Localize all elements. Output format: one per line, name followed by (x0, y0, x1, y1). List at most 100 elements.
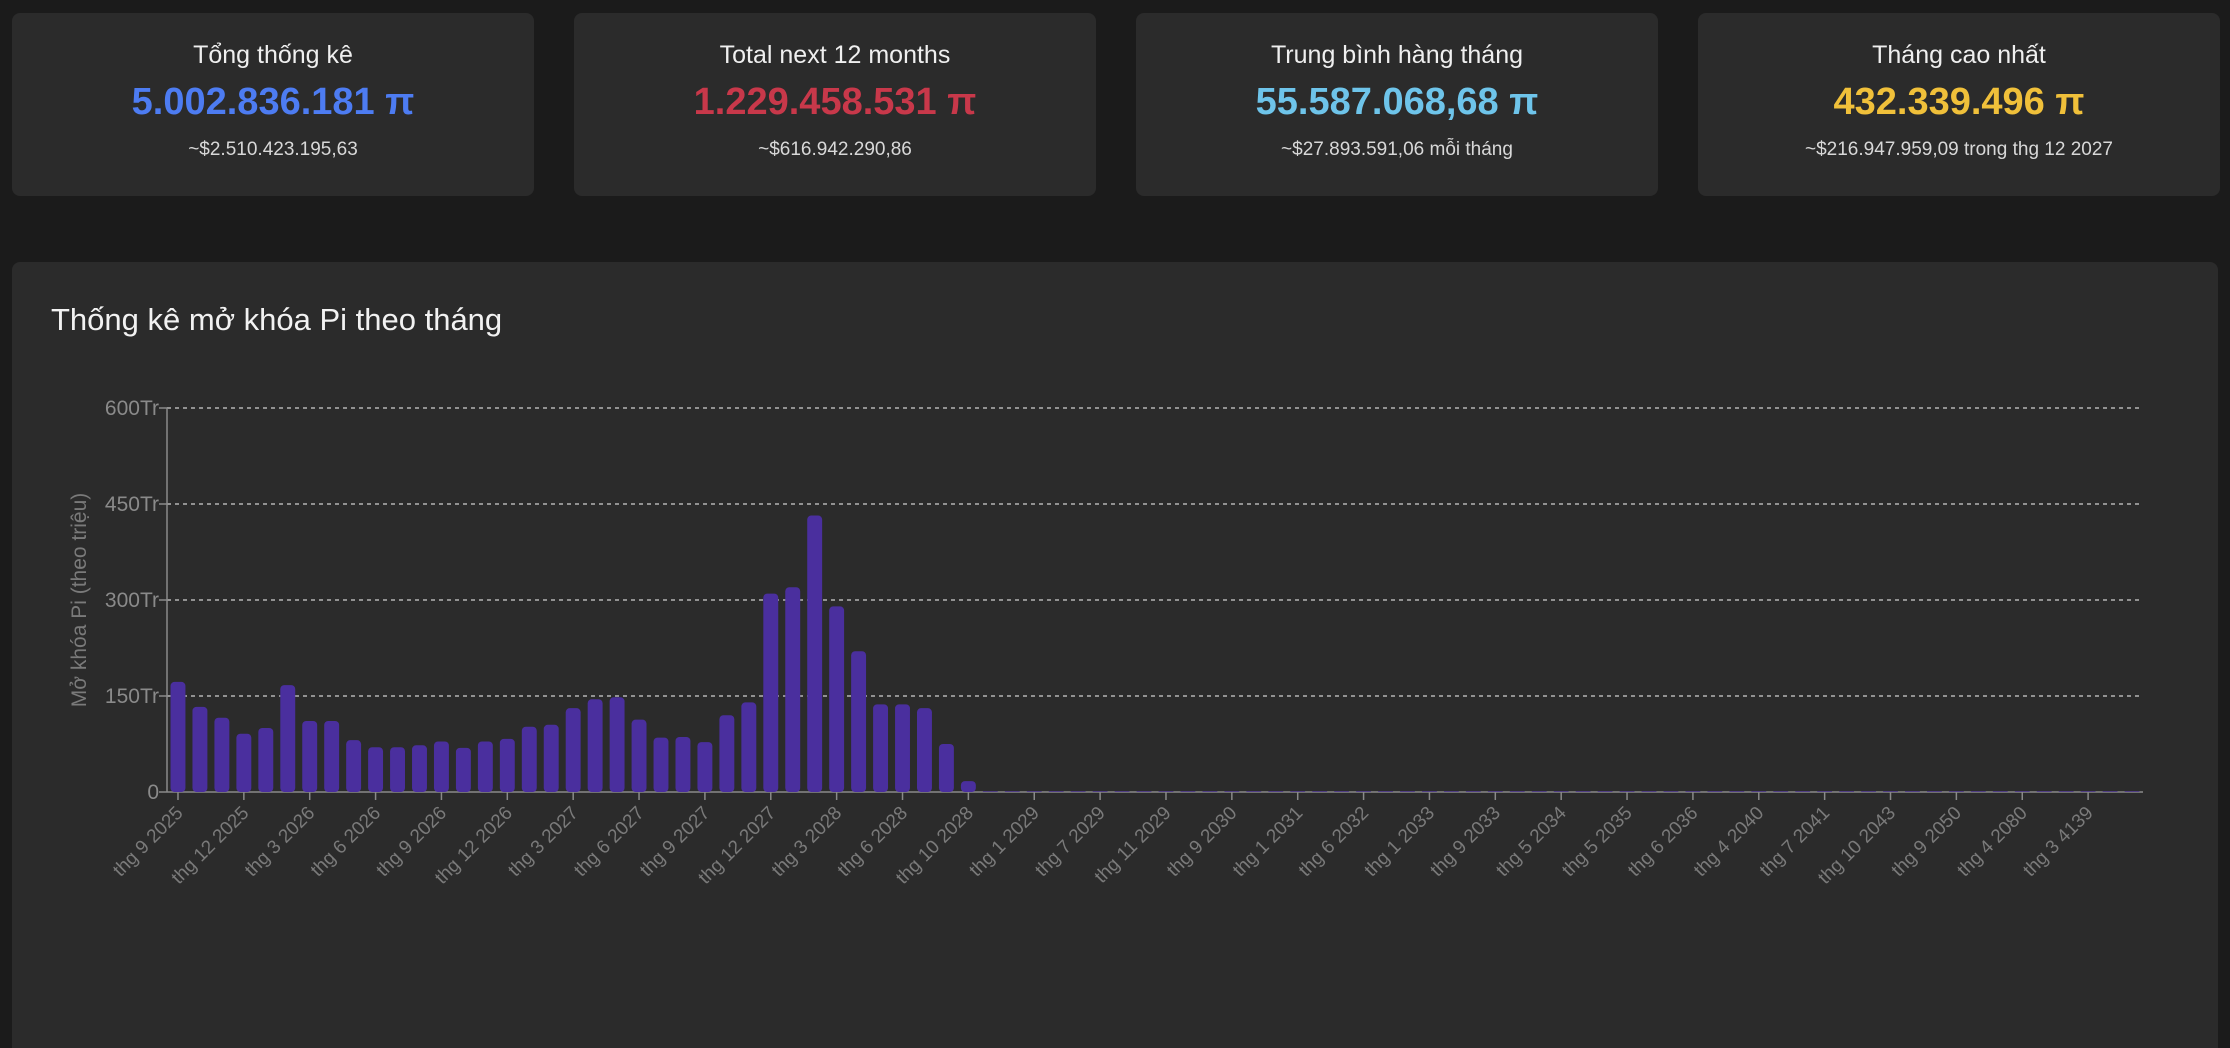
bar (477, 741, 493, 792)
bar (719, 715, 735, 792)
stat-subtext: ~$216.947.959,09 trong thg 12 2027 (1805, 139, 2113, 160)
bar (1553, 791, 1569, 792)
bar (785, 587, 801, 792)
x-tick-label: thg 3 2026 (241, 803, 319, 881)
bar (873, 704, 889, 792)
bar (1114, 791, 1130, 792)
bar (521, 726, 537, 792)
bar (346, 740, 362, 792)
bar (1180, 791, 1196, 792)
bar (280, 685, 296, 792)
bar (412, 745, 427, 792)
bar (302, 720, 318, 792)
bar (653, 737, 669, 792)
bar (851, 651, 867, 792)
bar (1465, 791, 1481, 792)
bar (1861, 791, 1877, 792)
bar (2058, 791, 2074, 792)
bar (1443, 791, 1459, 792)
x-tick-label: thg 6 2032 (1295, 803, 1373, 881)
bar (1597, 791, 1613, 792)
bar (631, 719, 647, 792)
bar (433, 741, 449, 792)
bar (1378, 791, 1393, 792)
y-tick-label: 150Tr (105, 685, 159, 708)
stat-value: 5.002.836.181 π (131, 81, 415, 123)
bar (455, 747, 471, 792)
bar (1707, 791, 1723, 792)
bar (214, 717, 230, 792)
bar (565, 708, 581, 792)
bar (1795, 791, 1811, 792)
bar (236, 733, 252, 792)
y-tick-label: 450Tr (105, 493, 159, 516)
stat-title: Total next 12 months (719, 41, 951, 69)
bar (1268, 791, 1284, 792)
bar (609, 697, 625, 792)
bar (1158, 791, 1174, 792)
stat-subtext: ~$27.893.591,06 mỗi tháng (1281, 139, 1513, 160)
x-tick-label: thg 5 2034 (1492, 802, 1571, 881)
bar (1751, 791, 1767, 792)
chart-panel: Thống kê mở khóa Pi theo tháng 0 150Tr 300… (12, 262, 2218, 1048)
stat-title: Tổng thống kê (193, 41, 353, 69)
bar (763, 593, 779, 792)
bar (1817, 791, 1833, 792)
stats-row: Tổng thống kê 5.002.836.181 π ~$2.510.42… (12, 13, 2220, 196)
bar (982, 791, 998, 792)
stat-value: 1.229.458.531 π (693, 81, 977, 123)
x-tick-label: thg 9 2050 (1888, 803, 1966, 881)
x-tick-label: thg 3 2027 (504, 803, 582, 881)
bar (1312, 791, 1328, 792)
bar (1004, 791, 1020, 792)
bar (2124, 791, 2140, 792)
stat-card-total: Tổng thống kê 5.002.836.181 π ~$2.510.42… (12, 13, 534, 196)
bar (543, 724, 559, 792)
bar (587, 699, 603, 792)
y-tick-label: 0 (147, 781, 159, 804)
bar (1926, 791, 1942, 792)
x-tick-label: thg 4 2040 (1690, 803, 1768, 881)
bar (2080, 791, 2096, 792)
bar (1619, 791, 1635, 792)
bar (675, 736, 691, 792)
bar (1334, 791, 1350, 792)
bar (1487, 791, 1503, 792)
bar (1641, 791, 1657, 792)
bar (1970, 791, 1986, 792)
bar (1948, 791, 1964, 792)
monthly-unlock-bar-chart: 0 150Tr 300Tr 450Tr 600Tr Mở khóa Pi (theo tr… (68, 397, 2143, 889)
y-tick-label: 300Tr (105, 589, 159, 612)
bar (170, 681, 186, 792)
bar (1092, 791, 1108, 792)
bar (499, 738, 515, 792)
bar (1575, 791, 1591, 792)
x-tick-label: thg 1 2029 (965, 803, 1043, 881)
bar (1070, 791, 1086, 792)
bar (1421, 791, 1437, 792)
bar (1992, 791, 2008, 792)
bar (807, 515, 823, 792)
bar (1356, 791, 1372, 792)
stat-title: Trung bình hàng tháng (1270, 41, 1524, 69)
x-tick-label: thg 4 2080 (1953, 803, 2031, 881)
bar (1773, 791, 1789, 792)
x-tick-label: thg 1 2031 (1229, 803, 1307, 881)
bar (960, 781, 976, 792)
bar (324, 720, 340, 792)
x-tick-label: thg 9 2033 (1426, 803, 1504, 881)
x-tick-label: thg 6 2036 (1624, 803, 1702, 881)
x-tick-label: thg 5 2035 (1558, 803, 1636, 881)
bar (1246, 791, 1262, 792)
stat-card-next-12-months: Total next 12 months 1.229.458.531 π ~$6… (574, 13, 1096, 196)
bar (1663, 791, 1679, 792)
chart-title: Thống kê mở khóa Pi theo tháng (51, 302, 503, 337)
bar (917, 708, 932, 792)
bar (2102, 791, 2118, 792)
stat-subtext: ~$616.942.290,86 (758, 139, 912, 160)
stat-title: Tháng cao nhất (1872, 41, 2046, 69)
bar (1531, 791, 1547, 792)
bar (368, 747, 384, 792)
bar (390, 747, 405, 792)
bar (1685, 791, 1701, 792)
